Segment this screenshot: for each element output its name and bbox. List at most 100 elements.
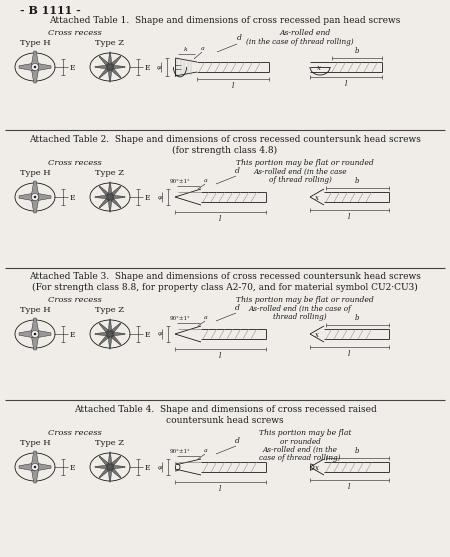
Polygon shape — [108, 323, 121, 335]
Text: d: d — [237, 34, 242, 42]
Text: Type H: Type H — [20, 439, 50, 447]
Polygon shape — [99, 333, 112, 345]
Polygon shape — [108, 66, 121, 78]
Text: b: b — [355, 314, 359, 322]
Polygon shape — [19, 63, 35, 71]
Ellipse shape — [32, 463, 39, 471]
Text: Type H: Type H — [20, 306, 50, 314]
Text: As-rolled end (in the: As-rolled end (in the — [262, 446, 338, 454]
Text: l: l — [345, 80, 347, 88]
Text: 90°±1°: 90°±1° — [170, 179, 191, 184]
Text: x: x — [315, 331, 319, 339]
Text: This portion may be flat: This portion may be flat — [259, 429, 351, 437]
Text: Cross recess: Cross recess — [48, 296, 102, 304]
Text: x: x — [315, 464, 319, 472]
Text: E: E — [145, 331, 150, 339]
Text: l: l — [219, 215, 221, 223]
Text: 90°±1°: 90°±1° — [170, 449, 191, 454]
Polygon shape — [108, 466, 121, 478]
Text: (in the case of thread rolling): (in the case of thread rolling) — [246, 38, 354, 46]
Polygon shape — [110, 65, 125, 69]
Polygon shape — [108, 182, 112, 197]
Text: k: k — [184, 47, 188, 52]
Text: l: l — [219, 485, 221, 493]
Polygon shape — [108, 333, 121, 345]
Ellipse shape — [32, 63, 39, 71]
Text: or rounded: or rounded — [279, 438, 320, 446]
Text: of thread rolling): of thread rolling) — [269, 176, 332, 184]
Polygon shape — [99, 196, 112, 208]
Polygon shape — [107, 63, 113, 70]
Ellipse shape — [34, 196, 36, 198]
Text: - B 1111 -: - B 1111 - — [20, 5, 81, 16]
Text: (for strength class 4.8): (for strength class 4.8) — [172, 146, 278, 155]
Polygon shape — [107, 463, 113, 471]
Polygon shape — [31, 467, 39, 483]
Text: E: E — [145, 64, 150, 72]
Polygon shape — [110, 332, 125, 336]
Text: As-rolled end (in the case of: As-rolled end (in the case of — [248, 305, 351, 313]
Ellipse shape — [34, 333, 36, 335]
Polygon shape — [99, 66, 112, 78]
Text: a: a — [204, 448, 208, 453]
Polygon shape — [95, 195, 110, 199]
Polygon shape — [99, 56, 112, 69]
Text: E: E — [145, 194, 150, 202]
Text: This portion may be flat or rounded: This portion may be flat or rounded — [236, 159, 374, 167]
Polygon shape — [31, 334, 39, 350]
Polygon shape — [99, 466, 112, 478]
Text: a: a — [204, 315, 208, 320]
Polygon shape — [31, 451, 39, 467]
Polygon shape — [35, 63, 51, 71]
Text: d: d — [235, 437, 240, 445]
Text: thread rolling): thread rolling) — [273, 313, 327, 321]
Ellipse shape — [34, 66, 36, 69]
Text: case of thread rolling): case of thread rolling) — [259, 454, 341, 462]
Text: b: b — [355, 47, 359, 55]
Polygon shape — [95, 332, 110, 336]
Text: a: a — [201, 46, 205, 51]
Text: Attached Table 3.  Shape and dimensions of cross recessed countersunk head screw: Attached Table 3. Shape and dimensions o… — [29, 272, 421, 281]
Text: Attached Table 1.  Shape and dimensions of cross recessed pan head screws: Attached Table 1. Shape and dimensions o… — [50, 16, 400, 25]
Polygon shape — [108, 67, 112, 82]
Text: l: l — [348, 350, 350, 358]
Text: Type H: Type H — [20, 169, 50, 177]
Text: Cross recess: Cross recess — [48, 29, 102, 37]
Polygon shape — [108, 456, 121, 468]
Text: φ: φ — [158, 194, 162, 199]
Text: b: b — [355, 177, 359, 185]
Polygon shape — [108, 196, 121, 208]
Polygon shape — [108, 452, 112, 467]
Text: E: E — [145, 464, 150, 472]
Polygon shape — [35, 463, 51, 471]
Polygon shape — [31, 181, 39, 197]
Text: E: E — [70, 64, 76, 72]
Text: φ: φ — [158, 465, 162, 470]
Polygon shape — [31, 51, 39, 67]
Text: Attached Table 4.  Shape and dimensions of cross recessed raised: Attached Table 4. Shape and dimensions o… — [74, 405, 376, 414]
Polygon shape — [95, 465, 110, 469]
Text: b: b — [355, 447, 359, 455]
Text: Type Z: Type Z — [95, 439, 125, 447]
Text: As-rolled end (in the case: As-rolled end (in the case — [253, 168, 347, 176]
Text: Attached Table 2.  Shape and dimensions of cross recessed countersunk head screw: Attached Table 2. Shape and dimensions o… — [29, 135, 421, 144]
Text: Type Z: Type Z — [95, 169, 125, 177]
Text: countersunk head screws: countersunk head screws — [166, 416, 284, 425]
Text: l: l — [232, 82, 234, 90]
Text: x: x — [317, 64, 321, 72]
Text: l: l — [219, 352, 221, 360]
Text: 90°±1°: 90°±1° — [170, 316, 191, 321]
Text: Type Z: Type Z — [95, 306, 125, 314]
Polygon shape — [108, 467, 112, 482]
Text: Type H: Type H — [20, 39, 50, 47]
Text: This portion may be flat or rounded: This portion may be flat or rounded — [236, 296, 374, 304]
Polygon shape — [19, 463, 35, 471]
Polygon shape — [99, 186, 112, 198]
Polygon shape — [108, 56, 121, 69]
Polygon shape — [31, 197, 39, 213]
Polygon shape — [108, 334, 112, 349]
Text: d: d — [235, 304, 240, 312]
Polygon shape — [107, 331, 113, 338]
Polygon shape — [19, 330, 35, 338]
Polygon shape — [99, 323, 112, 335]
